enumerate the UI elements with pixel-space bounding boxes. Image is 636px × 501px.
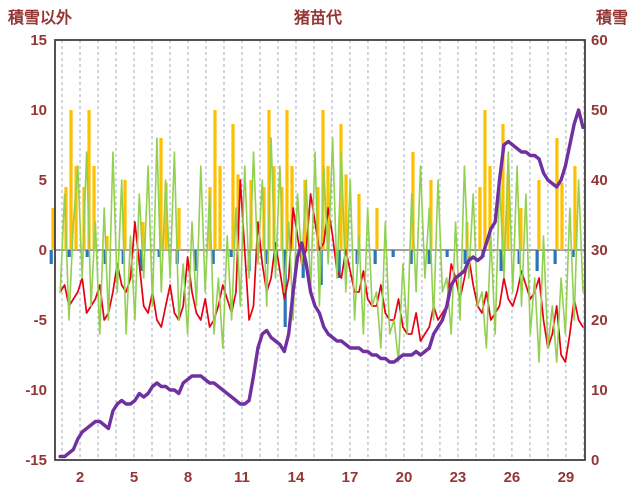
svg-text:29: 29 [558, 469, 575, 486]
svg-text:-10: -10 [25, 382, 47, 399]
svg-text:26: 26 [504, 469, 521, 486]
svg-text:5: 5 [39, 172, 47, 189]
svg-text:15: 15 [30, 32, 47, 49]
svg-text:14: 14 [288, 469, 305, 486]
svg-text:17: 17 [342, 469, 359, 486]
svg-text:60: 60 [591, 32, 608, 49]
left-axis-title: 積雪以外 [8, 10, 73, 27]
svg-text:0: 0 [591, 452, 599, 469]
svg-text:-5: -5 [34, 312, 47, 329]
svg-text:50: 50 [591, 102, 608, 119]
svg-text:20: 20 [591, 312, 608, 329]
green-line-series [59, 137, 584, 363]
svg-text:5: 5 [130, 469, 138, 486]
svg-text:10: 10 [30, 102, 47, 119]
svg-text:-15: -15 [25, 452, 47, 469]
plot-border [54, 39, 586, 461]
chart-title: 猪苗代 [293, 10, 342, 27]
purple-line-series [58, 108, 585, 459]
svg-text:30: 30 [591, 242, 608, 259]
right-axis-title: 積雪 [595, 10, 628, 27]
right-axis-ticks: 60 50 40 30 20 10 0 [591, 32, 608, 469]
svg-text:8: 8 [184, 469, 192, 486]
svg-text:23: 23 [450, 469, 467, 486]
left-axis-ticks: 15 10 5 0 -5 -10 -15 [25, 32, 47, 469]
svg-text:10: 10 [591, 382, 608, 399]
x-axis-ticks: 2 5 8 11 14 17 20 23 26 29 [76, 469, 574, 486]
svg-text:20: 20 [396, 469, 413, 486]
svg-text:11: 11 [234, 469, 250, 486]
svg-text:40: 40 [591, 172, 608, 189]
svg-text:2: 2 [76, 469, 84, 486]
svg-text:0: 0 [39, 242, 47, 259]
